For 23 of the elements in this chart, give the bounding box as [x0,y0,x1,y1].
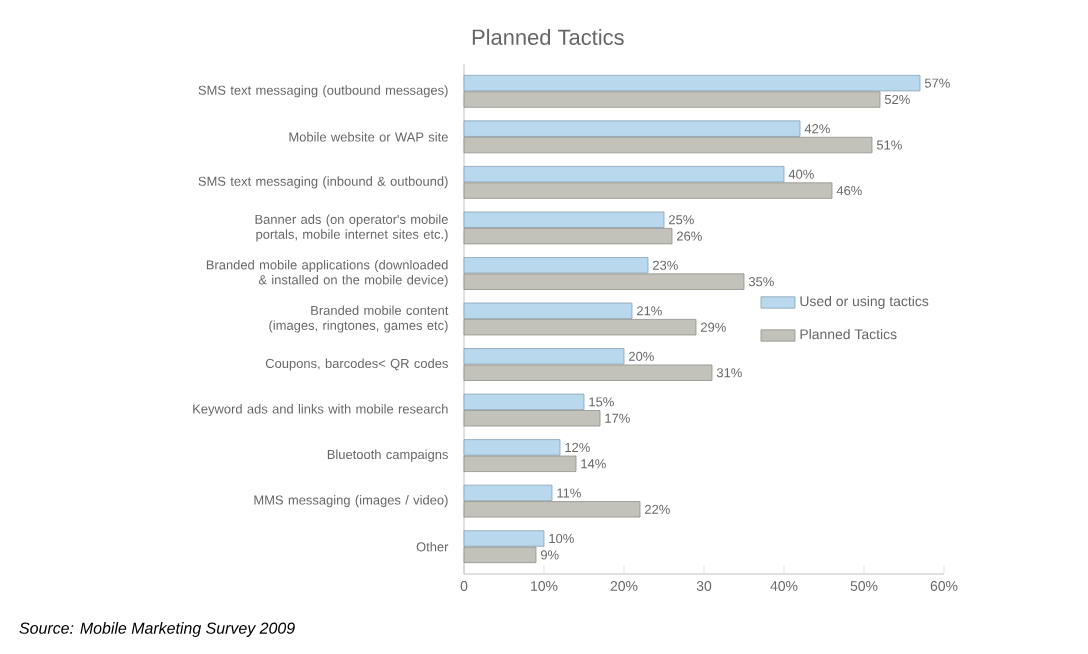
bar [463,120,801,137]
bar [463,501,641,518]
bar [463,319,697,336]
bar [463,439,561,456]
bar [463,74,921,92]
bar [463,364,713,381]
bar [463,273,745,290]
bar [463,484,553,502]
bar [463,91,881,108]
bar [463,257,649,274]
bar [463,530,545,547]
bar [463,211,665,228]
bar [463,455,577,472]
bar [463,348,625,365]
bar [463,136,873,154]
bar [463,393,585,411]
bar [463,182,833,199]
bar [463,410,601,427]
bar [463,546,537,564]
bar [463,227,673,245]
bar [463,302,633,319]
bar [463,166,785,183]
chart-title: Planned Tactics [472,28,624,45]
